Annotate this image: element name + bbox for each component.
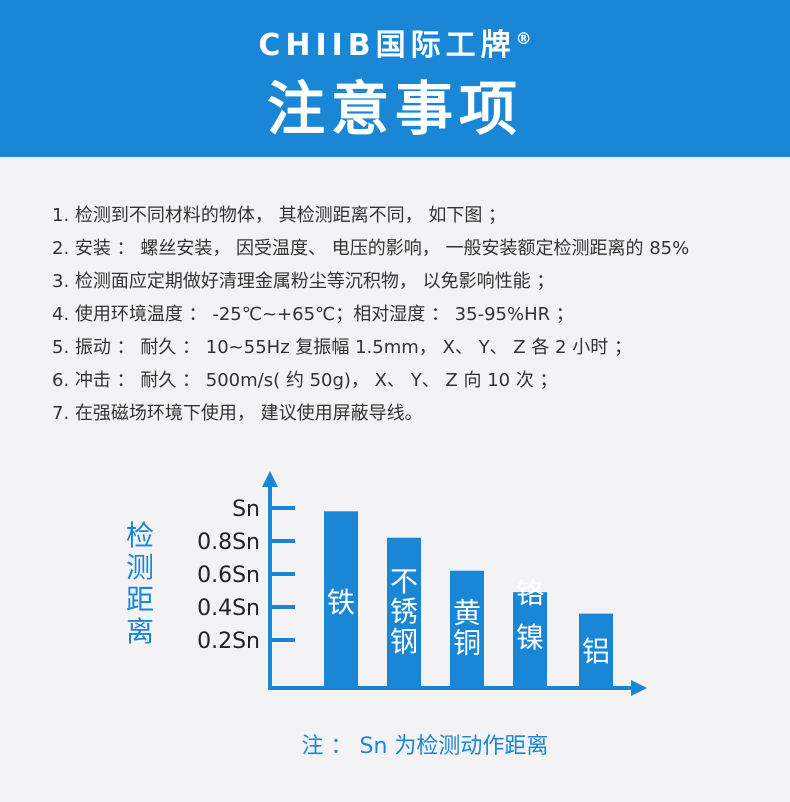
registered-mark: ® (515, 29, 532, 48)
list-item: 7. 在强磁场环境下使用， 建议使用屏蔽导线。 (52, 403, 423, 424)
bar-label: 铁 (327, 586, 355, 619)
footnote: 注 ： Sn 为检测动作距离 (301, 734, 549, 759)
y-tick-label: Sn (232, 497, 260, 522)
y-tick-label: 0.2Sn (197, 629, 260, 654)
bar (450, 570, 484, 686)
bar-label: 钢 (390, 625, 418, 658)
brand-name: CHIIB国际工牌 (258, 28, 516, 63)
x-axis-arrow (631, 680, 647, 696)
bar (387, 537, 421, 686)
bar (579, 613, 613, 686)
page-title: 注意事项 (266, 75, 523, 143)
y-axis-label: 测 (126, 551, 154, 584)
bar-label: 铝 (582, 635, 610, 668)
bar-label: 黄 (453, 596, 481, 629)
bar-label: 铜 (453, 626, 481, 659)
y-tick-label: 0.6Sn (197, 563, 260, 588)
bar-label: 铬 (516, 577, 544, 610)
notes-list: 1. 检测到不同材料的物体， 其检测距离不同， 如下图 ； 2. 安装 ： 螺丝… (52, 202, 689, 433)
list-item: 6. 冲击 ： 耐久 ： 500m/s( 约 50g)， X、 Y、 Z 向 1… (52, 370, 558, 391)
y-tick-label: 0.8Sn (197, 530, 260, 555)
list-item: 3. 检测面应定期做好清理金属粉尘等沉积物， 以免影响性能 ； (52, 271, 555, 292)
y-axis-label: 离 (126, 615, 154, 648)
bar-label: 锈 (390, 595, 418, 628)
list-item: 5. 振动 ： 耐久 ： 10~55Hz 复振幅 1.5mm， X、 Y、 Z … (52, 337, 632, 358)
y-axis-arrow (262, 471, 278, 487)
list-item: 4. 使用环境温度 ： -25℃~+65℃；相对湿度 ： 35-95%HR ； (52, 304, 574, 325)
bar (324, 511, 358, 686)
bar-label: 不 (390, 565, 418, 598)
brand-logo: CHIIB国际工牌® (0, 20, 790, 64)
bar-label: 镍 (516, 621, 544, 654)
y-axis-label: 检 (126, 519, 154, 552)
bar (513, 592, 547, 686)
header-banner: CHIIB国际工牌® 注意事项 (0, 0, 790, 157)
list-item: 2. 安装 ： 螺丝安装， 因受温度、 电压的影响， 一般安装额定检测距离的 8… (52, 238, 690, 259)
list-item: 1. 检测到不同材料的物体， 其检测距离不同， 如下图 ； (52, 205, 507, 226)
y-axis-label: 距 (126, 583, 154, 616)
y-tick-label: 0.4Sn (197, 596, 260, 621)
